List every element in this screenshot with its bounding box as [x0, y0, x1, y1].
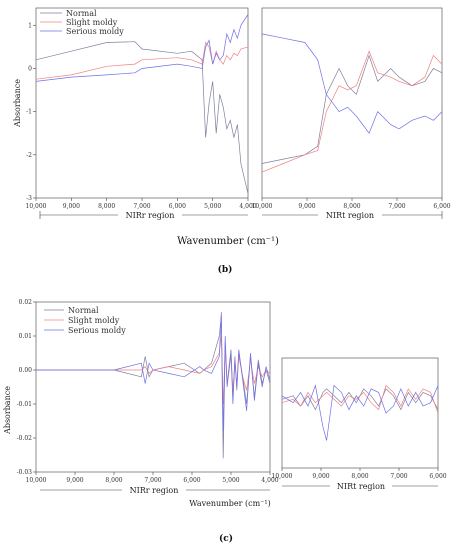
panel-c-right-series	[281, 384, 439, 441]
c-left-line-normal	[36, 315, 271, 459]
panel-c-nirt-bg	[330, 480, 392, 492]
panel-b-legend: Normal Slight moldy Serious moldy	[40, 9, 124, 36]
b-left-ytick-label: 0	[28, 65, 32, 72]
c-right-line-serious-moldy	[281, 384, 439, 441]
c-left-ytick-label: -0.03	[17, 469, 33, 476]
b-right-xtick-label: 10,000	[252, 203, 273, 210]
b-right-xtick-label: 8,000	[343, 203, 360, 210]
c-right-line-normal	[281, 388, 439, 411]
b-left-ytick-label: -1	[26, 109, 32, 116]
panel-b-right-series	[261, 33, 443, 173]
b-left-line-slight-moldy	[35, 41, 249, 80]
panel-c-right-frame	[281, 357, 439, 469]
panel-b-left-frame	[35, 7, 249, 199]
b-right-xtick-label: 7,000	[388, 203, 405, 210]
b-left-xtick-label: 10,000	[26, 203, 47, 210]
c-left-xtick-label: 10,000	[26, 477, 47, 484]
b-left-xtick-label: 7,000	[133, 203, 150, 210]
panel-c-letter: (c)	[219, 533, 233, 544]
panel-c-right-ticks: 10,000 9,000 8,000 7,000 6,000	[272, 468, 447, 480]
c-right-xtick-label: 10,000	[272, 473, 293, 480]
panel-c-legend: Normal Slight moldy Serious moldy	[44, 306, 126, 335]
legend-label-serious: Serious moldy	[66, 27, 124, 36]
b-left-xtick-label: 4,000	[239, 203, 256, 210]
panel-c-nirt-label: NIRt region	[337, 482, 385, 491]
panel-c-left-series	[36, 312, 271, 459]
panel-c-nirr-bg	[122, 484, 186, 496]
c-right-xtick-label: 9,000	[312, 473, 329, 480]
b-left-ytick-label: -3	[26, 195, 32, 202]
panel-b-nirr-bg	[118, 209, 182, 221]
c-left-line-serious-moldy	[36, 312, 271, 432]
panel-b-xlabel: Wavenumber (cm⁻¹)	[177, 236, 279, 247]
panel-c-left-ticks: 10,000 9,000 8,000 7,000 6,000 5,000 4,000	[26, 472, 279, 484]
c-right-line-slight-moldy	[281, 384, 439, 414]
panel-b-left-series	[35, 14, 249, 194]
legend-label-normal: Normal	[66, 9, 97, 18]
legend-label-normal: Normal	[68, 306, 99, 315]
legend-label-slight: Slight moldy	[68, 316, 120, 325]
panel-b: Absorbance 10,000 9,000 8,000 7,000 6,000 5,0…	[13, 7, 451, 275]
panel-b-ylabel: Absorbance	[13, 79, 22, 128]
c-left-xtick-label: 8,000	[105, 477, 122, 484]
b-right-xtick-label: 6,000	[433, 203, 450, 210]
panel-b-nirt-bg	[318, 209, 382, 221]
c-left-ytick-label: 0.01	[19, 333, 32, 340]
c-left-xtick-label: 7,000	[144, 477, 161, 484]
c-left-ytick-label: 0.00	[19, 367, 33, 374]
b-left-xtick-label: 6,000	[169, 203, 186, 210]
b-left-xtick-label: 5,000	[204, 203, 221, 210]
panel-c-ylabel: Absorbance	[3, 386, 12, 435]
c-left-xtick-label: 9,000	[66, 477, 83, 484]
c-left-xtick-label: 4,000	[261, 477, 278, 484]
panel-c-left-yticks: -0.03 -0.02 -0.01 0.00 0.01 0.02	[17, 299, 36, 476]
b-right-line-slight-moldy	[261, 50, 443, 173]
panel-b-left-ticks: 10,000 9,000 8,000 7,000 6,000 5,000 4,000	[26, 198, 257, 210]
b-left-xtick-label: 9,000	[63, 203, 80, 210]
c-left-xtick-label: 5,000	[222, 477, 239, 484]
c-right-xtick-label: 7,000	[390, 473, 407, 480]
panel-b-left-yticks: -3 -2 -1 0 1	[26, 22, 36, 202]
c-left-ytick-label: -0.02	[17, 435, 33, 442]
legend-label-slight: Slight moldy	[66, 18, 118, 27]
panel-c-xlabel: Wavenumber (cm⁻¹)	[189, 499, 270, 508]
c-left-ytick-label: -0.01	[17, 401, 32, 408]
b-right-xtick-label: 9,000	[298, 203, 315, 210]
c-left-xtick-label: 6,000	[183, 477, 200, 484]
panel-b-nirt-label: NIRt region	[326, 211, 374, 220]
b-left-line-serious-moldy	[35, 14, 249, 82]
panel-b-right-frame	[261, 7, 443, 199]
panel-c-nirr-label: NIRr region	[130, 486, 179, 495]
b-left-line-normal	[35, 41, 249, 194]
panel-c: Absorbance 10,000 9,000 8,000 7,000 6,000 5,0…	[3, 299, 447, 544]
legend-label-serious: Serious moldy	[68, 326, 126, 335]
panel-b-right-ticks: 10,000 9,000 8,000 7,000 6,000	[252, 198, 451, 210]
b-right-line-normal	[261, 54, 443, 164]
c-right-xtick-label: 8,000	[351, 473, 368, 480]
c-left-ytick-label: 0.02	[19, 299, 33, 306]
panel-b-nirr-label: NIRr region	[126, 211, 175, 220]
b-left-xtick-label: 8,000	[98, 203, 115, 210]
b-left-ytick-label: -2	[26, 152, 32, 159]
panel-b-letter: (b)	[218, 264, 233, 275]
b-right-line-serious-moldy	[261, 33, 443, 134]
c-right-xtick-label: 6,000	[429, 473, 446, 480]
b-left-ytick-label: 1	[28, 22, 32, 29]
